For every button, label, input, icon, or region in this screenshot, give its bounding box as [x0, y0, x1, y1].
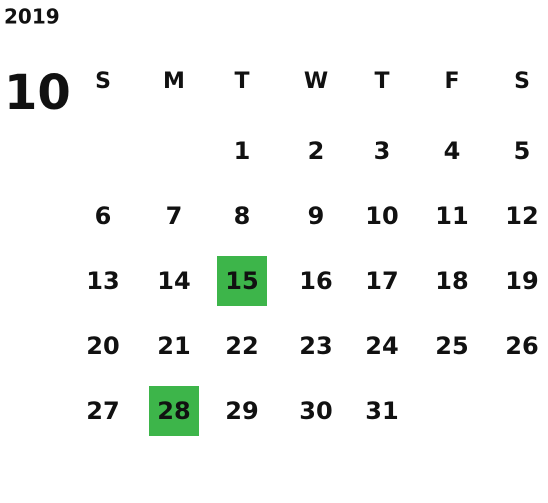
day: 31	[365, 397, 398, 425]
day: 21	[157, 332, 190, 360]
day: 12	[505, 202, 538, 230]
day: 16	[299, 267, 332, 295]
day: 29	[225, 397, 258, 425]
day: 19	[505, 267, 538, 295]
day: 1	[234, 137, 251, 165]
day: 23	[299, 332, 332, 360]
day: 11	[435, 202, 468, 230]
month: 10	[4, 65, 71, 121]
day: 14	[157, 267, 190, 295]
weekday-label: T	[234, 69, 249, 94]
day: 18	[435, 267, 468, 295]
day: 27	[86, 397, 119, 425]
day: 25	[435, 332, 468, 360]
weekday-label: F	[444, 69, 459, 94]
day: 15	[225, 267, 258, 295]
day: 28	[157, 397, 190, 425]
day: 7	[166, 202, 183, 230]
day: 5	[514, 137, 531, 165]
year: 2019	[4, 5, 60, 29]
day: 10	[365, 202, 398, 230]
highlight	[217, 256, 267, 306]
day: 9	[308, 202, 325, 230]
weekday-label: S	[95, 69, 111, 94]
highlight	[149, 386, 199, 436]
weekday-label: T	[374, 69, 389, 94]
day: 3	[374, 137, 391, 165]
day: 24	[365, 332, 398, 360]
day: 26	[505, 332, 538, 360]
day: 22	[225, 332, 258, 360]
day: 20	[86, 332, 119, 360]
weekday-label: W	[304, 69, 328, 94]
day: 8	[234, 202, 251, 230]
day: 2	[308, 137, 325, 165]
day: 4	[444, 137, 461, 165]
day: 6	[95, 202, 112, 230]
weekday-label: S	[514, 69, 530, 94]
day: 30	[299, 397, 332, 425]
day: 17	[365, 267, 398, 295]
weekday-label: M	[163, 69, 185, 94]
day: 13	[86, 267, 119, 295]
